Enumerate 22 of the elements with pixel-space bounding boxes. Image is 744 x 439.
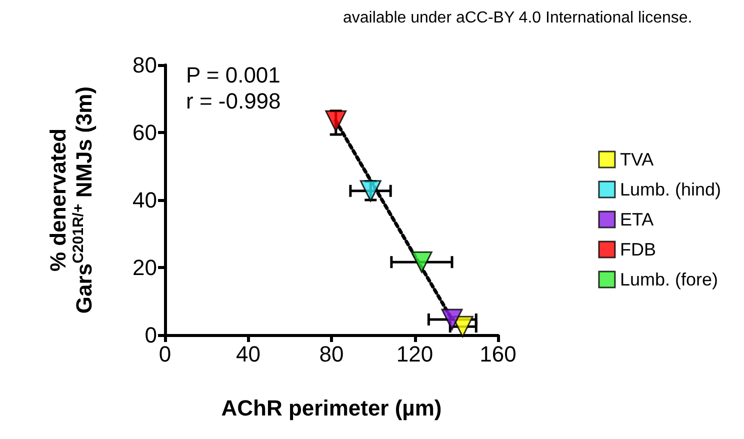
y-tick-label: 40 xyxy=(132,188,157,212)
y-tick-label: 80 xyxy=(132,52,157,78)
point xyxy=(360,180,382,202)
x-tick-label: 160 xyxy=(480,342,516,366)
x-tick-label: 120 xyxy=(396,342,434,366)
legend-label: Lumb. (fore) xyxy=(620,270,718,290)
text: available under aCC-BY 4.0 International license. xyxy=(343,10,692,26)
x-axis-title: AChR perimeter (µm) xyxy=(221,396,442,420)
x-tick-label: 80 xyxy=(319,342,344,366)
legend-label: Lumb. (hind) xyxy=(620,180,722,200)
point xyxy=(410,251,432,273)
y-tick-label: 60 xyxy=(132,120,157,145)
y-tick-label: 0 xyxy=(144,322,157,348)
legend-label: FDB xyxy=(620,240,656,260)
point xyxy=(325,110,347,132)
point xyxy=(441,308,463,330)
legend-label: ETA xyxy=(620,210,654,230)
annotation: P = 0.001 xyxy=(186,62,280,88)
legend-label: TVA xyxy=(620,150,654,170)
x-tick-label: 40 xyxy=(236,342,260,366)
annotation: r = -0.998 xyxy=(186,88,281,114)
y-tick-label: 20 xyxy=(132,255,157,280)
